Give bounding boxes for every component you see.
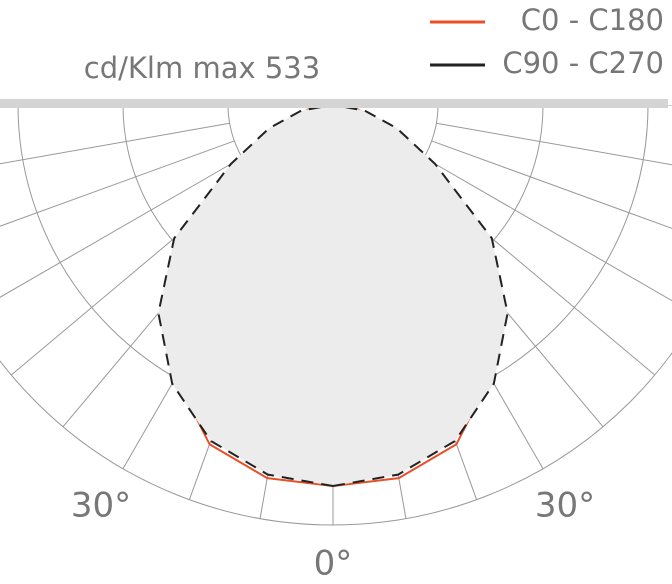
spoke (0, 122, 230, 165)
curve (332, 104, 509, 487)
angle-label: 30° (71, 485, 131, 525)
top-bar (0, 99, 668, 108)
legend-label: C0 - C180 (521, 3, 664, 37)
curve (157, 104, 334, 487)
chart-title: cd/Klm max 533 (84, 51, 320, 85)
legend: C0 - C180 C90 - C270 (430, 3, 664, 80)
angle-label: 30° (535, 485, 595, 525)
plots (157, 104, 509, 487)
legend-label: C90 - C270 (502, 46, 664, 80)
angle-label: 0° (314, 544, 353, 584)
spoke (423, 157, 672, 302)
spoke (0, 157, 243, 298)
area-fill (158, 105, 508, 486)
spoke (431, 140, 672, 229)
spoke (0, 140, 235, 227)
spoke (436, 122, 672, 166)
